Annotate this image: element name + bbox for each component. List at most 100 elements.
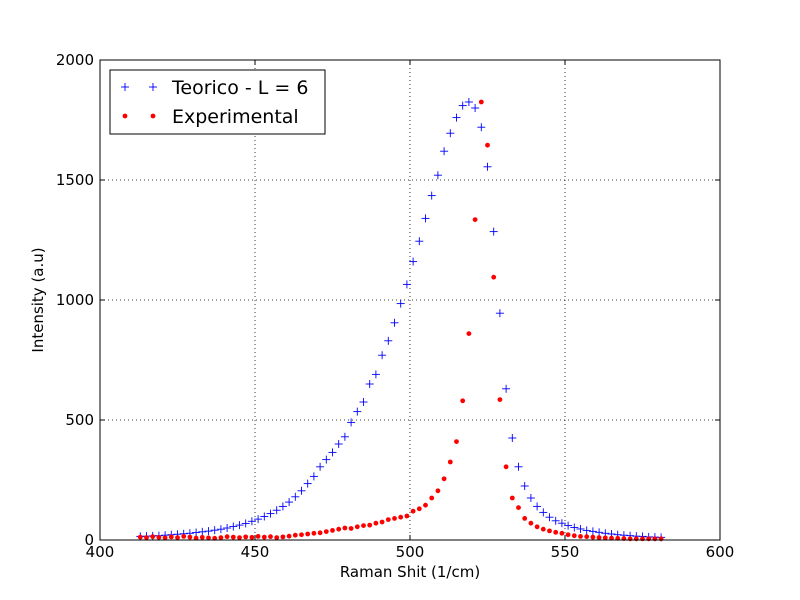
data-point-plus (223, 524, 232, 532)
data-point-plus (440, 147, 449, 156)
data-point-dot (156, 534, 162, 540)
data-point-plus (464, 98, 473, 106)
data-point-plus (502, 384, 511, 393)
data-point-plus (526, 494, 535, 502)
data-point-plus (247, 517, 256, 526)
data-point-plus (588, 527, 597, 536)
data-point-dot (491, 274, 497, 280)
data-point-dot (429, 495, 435, 501)
data-point-plus (433, 171, 442, 180)
data-point-plus (229, 522, 238, 531)
data-point-dot (342, 525, 348, 531)
data-point-plus (514, 462, 523, 471)
data-point-dot (348, 526, 354, 531)
data-point-dot (571, 533, 577, 539)
data-point-dot (237, 535, 242, 540)
data-point-dot (503, 464, 509, 470)
data-point-dot (385, 517, 391, 522)
legend-label-teorico: Teorico - L = 6 (171, 77, 308, 99)
data-point-dot (497, 397, 503, 402)
data-point-dot (317, 530, 323, 536)
y-axis-label: Intensity (a.u) (29, 247, 47, 352)
data-point-dot (609, 535, 614, 541)
data-point-plus (545, 513, 554, 522)
grid-lines (100, 60, 720, 540)
data-point-dot (224, 534, 230, 540)
data-point-plus (322, 455, 331, 464)
data-point-dot (261, 534, 267, 540)
data-point-plus (495, 309, 504, 318)
data-point-plus (557, 519, 566, 528)
data-point-plus (564, 521, 573, 530)
data-point-dot (243, 534, 249, 540)
data-point-dot (416, 506, 422, 512)
data-point-dot (311, 530, 317, 536)
data-point-dot (379, 519, 385, 525)
data-point-dot (206, 535, 211, 541)
data-point-dot (299, 532, 304, 538)
data-point-plus (235, 521, 244, 530)
data-point-dot (485, 142, 490, 148)
data-point-dot (478, 99, 484, 105)
data-point-dot (274, 535, 280, 540)
y-tick-label: 1000 (56, 291, 94, 309)
data-point-dot (144, 535, 149, 540)
data-point-plus (477, 123, 486, 132)
data-point-plus (365, 380, 374, 388)
data-point-dot (175, 535, 180, 540)
data-point-dot (150, 534, 156, 540)
data-point-dot (404, 513, 410, 519)
legend-dot-symbol (122, 113, 128, 119)
data-point-plus (582, 526, 591, 535)
data-point-dot (584, 534, 590, 540)
data-point-plus (402, 280, 411, 289)
data-point-plus (471, 104, 480, 112)
data-point-plus (409, 257, 418, 266)
data-point-plus (421, 214, 430, 223)
data-point-dot (553, 529, 559, 535)
data-point-plus (520, 482, 529, 490)
data-point-dot (373, 520, 379, 526)
data-point-dot (509, 495, 515, 501)
data-point-plus (576, 524, 585, 533)
data-point-plus (483, 162, 492, 171)
data-point-plus (278, 502, 287, 511)
data-point-plus (539, 508, 548, 517)
legend-plus-symbol (149, 83, 157, 91)
data-point-dot (181, 534, 187, 539)
data-point-dot (280, 534, 286, 540)
data-point-plus (378, 351, 387, 360)
data-point-dot (596, 535, 602, 540)
data-point-plus (340, 432, 349, 441)
data-point-dot (354, 524, 360, 530)
data-point-dot (268, 534, 273, 540)
data-point-plus (595, 528, 604, 537)
data-point-dot (137, 534, 143, 540)
data-point-dot (466, 331, 472, 336)
data-point-plus (297, 486, 306, 495)
data-point-plus (396, 299, 405, 308)
x-tick-label: 600 (706, 543, 735, 561)
data-point-dot (292, 532, 298, 538)
data-point-dot (199, 534, 205, 540)
x-tick-label: 500 (396, 543, 425, 561)
x-tick-label: 450 (241, 543, 270, 561)
axis-ticks: 400 450 500 550 600 0 500 1000 1500 2000 (56, 51, 735, 561)
data-point-plus (533, 502, 542, 511)
data-point-dot (367, 522, 373, 528)
data-point-dot (423, 502, 428, 508)
data-point-dot (447, 459, 453, 465)
data-point-plus (285, 498, 294, 507)
data-point-dot (410, 508, 416, 514)
data-point-dot (218, 535, 224, 540)
data-point-plus (291, 492, 300, 501)
data-point-plus (359, 398, 368, 406)
data-point-plus (198, 527, 207, 536)
data-point-plus (260, 512, 269, 521)
data-point-dot (336, 526, 342, 532)
data-point-dot (392, 516, 397, 521)
legend-label-experimental: Experimental (172, 106, 299, 128)
legend-plus-symbol (121, 83, 129, 91)
plot-area: 400 450 500 550 600 0 500 1000 1500 2000 (56, 51, 735, 561)
